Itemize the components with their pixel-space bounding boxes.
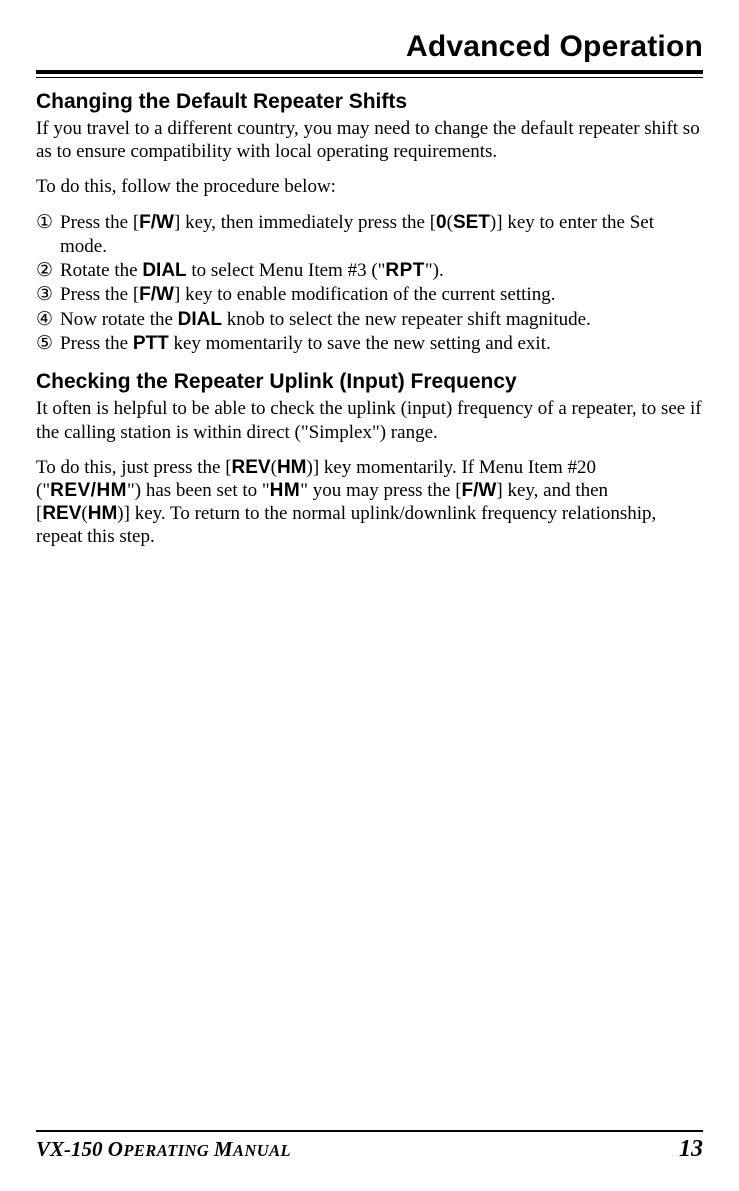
step-4-text-b: knob to select the new repeater shift ma… [222, 309, 591, 330]
s2p2-a: To do this, just press the [36, 457, 225, 478]
step-4-num: ④ [36, 308, 53, 332]
step-1-key2b: SET [453, 212, 490, 233]
step-1-num: ① [36, 211, 53, 235]
step-3-text-a: Press the [60, 284, 133, 305]
step-2-dial: DIAL [142, 260, 186, 281]
step-2-text-a: Rotate the [60, 260, 142, 281]
footer-model-prefix: VX-150 [36, 1137, 108, 1161]
footer-model: VX-150 OPERATING MANUAL [36, 1137, 291, 1162]
step-4: ④ Now rotate the DIAL knob to select the… [36, 308, 703, 332]
step-2-text-b: to select Menu Item #3 (" [187, 260, 386, 281]
step-5-text-a: Press the [60, 333, 133, 354]
s2p2-k2: F/W [462, 480, 497, 501]
s2p2-revhm: REV/HM [50, 480, 127, 501]
step-4-text-a: Now rotate the [60, 309, 178, 330]
footer-model-perating: PERATING [123, 1141, 213, 1160]
title-rule-thin [36, 77, 703, 78]
footer-rule [36, 1130, 703, 1132]
step-1-text-b: key, then immediately press the [180, 212, 429, 233]
s2p2-f: key. To return to the normal uplink/down… [36, 503, 656, 547]
step-3-text-b: key to enable modification of the curren… [180, 284, 555, 305]
page-title: Advanced Operation [36, 30, 703, 64]
s2p2-hm: HM [270, 480, 301, 501]
section1-steps: ① Press the [F/W] key, then immediately … [36, 211, 703, 357]
s2p2-k1a: REV [232, 457, 271, 478]
step-1-key1: F/W [139, 212, 174, 233]
section1-heading: Changing the Default Repeater Shifts [36, 90, 703, 114]
step-2: ② Rotate the DIAL to select Menu Item #3… [36, 259, 703, 283]
section2-heading: Checking the Repeater Uplink (Input) Fre… [36, 370, 703, 394]
step-5-ptt: PTT [133, 333, 169, 354]
s2p2-d: " you may press the [300, 480, 455, 501]
step-3: ③ Press the [F/W] key to enable modifica… [36, 283, 703, 307]
title-rule-thick [36, 70, 703, 74]
s2p2-e: key, and then [503, 480, 608, 501]
step-1: ① Press the [F/W] key, then immediately … [36, 211, 703, 260]
section1-intro: If you travel to a different country, yo… [36, 117, 703, 163]
step-3-key: F/W [139, 284, 174, 305]
s2p2-k3a: REV [42, 503, 81, 524]
step-4-dial: DIAL [178, 309, 222, 330]
section2-intro: It often is helpful to be able to check … [36, 397, 703, 443]
step-5: ⑤ Press the PTT key momentarily to save … [36, 332, 703, 356]
step-5-num: ⑤ [36, 332, 53, 356]
step-2-num: ② [36, 259, 53, 283]
step-3-num: ③ [36, 283, 53, 307]
footer-model-M: M [214, 1137, 233, 1161]
s2p2-k1b: HM [277, 457, 307, 478]
section1-lead: To do this, follow the procedure below: [36, 175, 703, 198]
step-5-text-b: key momentarily to save the new setting … [169, 333, 551, 354]
footer-model-sc: OPERATING MANUAL [108, 1137, 291, 1161]
footer-row: VX-150 OPERATING MANUAL 13 [36, 1136, 703, 1163]
footer-page-number: 13 [679, 1136, 703, 1163]
step-2-text-c: "). [425, 260, 444, 281]
footer-model-O: O [108, 1137, 124, 1161]
s2p2-k3b: HM [88, 503, 118, 524]
step-2-rpt: RPT [385, 260, 425, 281]
section2-para2: To do this, just press the [REV(HM)] key… [36, 456, 703, 549]
step-1-text-a: Press the [60, 212, 133, 233]
s2p2-c: ") has been set to " [127, 480, 270, 501]
page-footer: VX-150 OPERATING MANUAL 13 [0, 1130, 739, 1163]
step-1-key2a: 0 [436, 212, 447, 233]
footer-model-anual: ANUAL [233, 1141, 291, 1160]
